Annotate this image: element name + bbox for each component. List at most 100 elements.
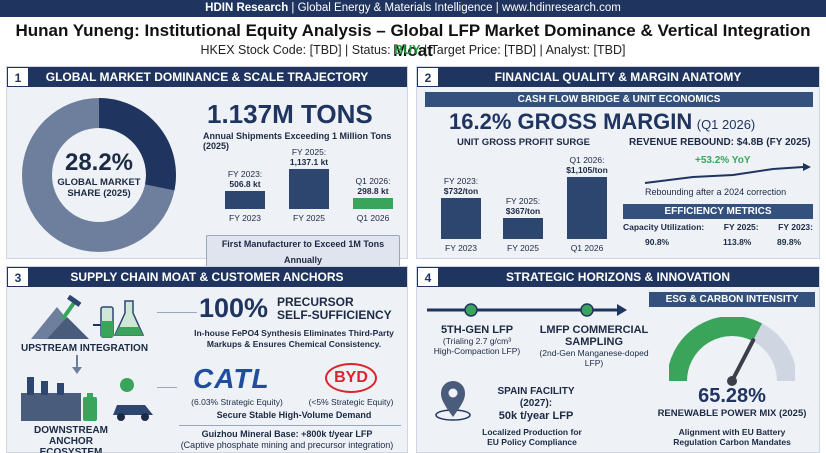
renewable-value: 65.28% [698,385,766,407]
bar-label-0: FY 2023: 506.8 kt [211,169,279,189]
donut-label-2: SHARE (2025) [67,188,131,199]
upstream-label: UPSTREAM INTEGRATION [21,343,149,354]
eu-alignment-2: Regulation Carbon Mandates [673,437,791,447]
revenue-arrow-icon [803,163,811,171]
bar-label-1: FY 2025: 1,137.1 kt [275,147,343,167]
bar-label-2: Q1 2026: $1,105/ton [553,155,621,175]
panel-financial-quality: FINANCIAL QUALITY & MARGIN ANATOMY 2 CAS… [416,66,820,259]
bar-category-2: Q1 2026 [356,213,390,223]
fepo4-description-2: Markups & Ensures Chemical Consistency. [206,338,382,349]
top-banner: HDIN Research | Global Energy & Material… [0,0,826,17]
shipments-chart: FY 2023: 506.8 kt FY 2023 FY 2025: 1,137.1 k… [203,145,403,235]
spain-facility: SPAIN FACILITY (2027): 50k t/year LFP [481,386,591,422]
panel-3-title: SUPPLY CHAIN MOAT & CUSTOMER ANCHORS [70,270,344,284]
revenue-trend-line [644,163,811,184]
spain-description: Localized Production for EU Policy Compl… [473,427,591,447]
revenue-note: Rebounding after a 2024 correction [645,187,787,197]
bar-label-line2-0: $732/ton [443,185,479,196]
stable-demand: Secure Stable High-Volume Demand [216,410,372,420]
guizhou-base: Guizhou Mineral Base: +800k t/year LFP (… [167,429,407,451]
roadmap-timeline [427,303,627,317]
bar-1 [289,169,329,209]
bar-label-line1-0: FY 2023: [443,175,479,186]
fepo4-description-1: In-house FePO4 Synthesis Eliminates Thir… [194,328,394,338]
eu-alignment: Alignment with EU Battery Regulation Car… [649,427,815,447]
connector-line-top [157,312,197,313]
guizhou-divider [179,425,401,426]
bar-label-line1-1: FY 2025: [505,196,541,207]
bar-category-2: Q1 2026 [570,243,604,253]
shipments-headline: 1.137M TONS [207,99,373,129]
revenue-yoy: +53.2% YoY [695,155,751,166]
eff-value-0: 90.8% [645,237,670,247]
page-title: Hunan Yuneng: Institutional Equity Analy… [15,21,811,60]
bar-label-line1-2: Q1 2026: [569,155,605,165]
status-badge: BUY [394,43,421,57]
self-sufficiency-value: 100% [199,293,269,323]
renewable-label: RENEWABLE POWER MIX (2025) [657,408,807,419]
unit-profit-title: UNIT GROSS PROFIT SURGE [457,137,591,148]
unit-profit-chart: FY 2023: $732/ton FY 2023 FY 2025: $367/ton F… [425,149,625,257]
panel-3-header: SUPPLY CHAIN MOAT & CUSTOMER ANCHORS [7,267,407,287]
donut-share-arc [98,98,176,191]
panel-1-number: 1 [7,67,29,87]
eu-alignment-1: Alignment with EU Battery [678,427,786,437]
eff-header-2: FY 2023: [778,222,813,232]
donut-center: 28.2% GLOBAL MARKET SHARE (2025) [47,149,151,199]
gauge-needle-icon [730,338,756,383]
milestone-5th-gen-desc-2: High-Compaction LFP) [433,346,521,356]
gross-margin-headline: 16.2% GROSS MARGIN (Q1 2026) [449,109,755,135]
self-sufficiency-label-1: PRECURSOR [277,295,354,309]
panel-4-header: STRATEGIC HORIZONS & INNOVATION [417,267,819,287]
flow-down-arrow-icon [72,355,82,374]
bar-category-0: FY 2023 [445,243,477,253]
bar-category-1: FY 2025 [507,243,539,253]
bar-label-line2-1: 1,137.1 kt [289,157,329,167]
catl-equity: (6.03% Strategic Equity) [191,397,283,407]
bar-2 [567,177,607,239]
renewable-gauge [669,317,795,386]
bar-0 [225,191,265,209]
shipments-subtitle: Annual Shipments Exceeding 1 Million Ton… [203,131,392,151]
panel-4-number: 4 [417,267,439,287]
subtitle-pre: HKEX Stock Code: [TBD] | Status: [200,43,395,57]
panel-4-title: STRATEGIC HORIZONS & INNOVATION [506,270,730,284]
gauge-fill [669,317,763,382]
cash-flow-strip: CASH FLOW BRIDGE & UNIT ECONOMICS [425,92,813,107]
self-sufficiency-label: PRECURSOR SELF-SUFFICIENCY [277,296,392,322]
eff-header-1: FY 2025: [723,222,759,232]
bar-label-line1-2: Q1 2026: [355,176,391,187]
milestone-5th-gen: 5TH-GEN LFP (Trialing 2.7 g/cm³ High-Com… [427,324,527,356]
car-icon [113,405,153,415]
top-banner-rest: | Global Energy & Materials Intelligence… [288,2,621,14]
subtitle-post: | Target Price: [TBD] | Analyst: [TBD] [420,43,626,57]
panel-strategic-horizons: STRATEGIC HORIZONS & INNOVATION 4 5TH-GE… [416,266,820,453]
bar-label-line2-2: 298.8 kt [357,186,389,197]
page-subtitle: HKEX Stock Code: [TBD] | Status: BUY | T… [0,43,826,57]
spain-description-1: Localized Production for [482,427,582,437]
milestone-5th-gen-title: 5TH-GEN LFP [440,324,514,336]
bar-category-0: FY 2023 [229,213,261,223]
panel-1-title: GLOBAL MARKET DOMINANCE & SCALE TRAJECTO… [45,70,369,84]
bar-label-line1-0: FY 2023: [227,169,263,180]
bar-label-2: Q1 2026: 298.8 kt [339,176,407,196]
lab-flask-icon [100,300,145,338]
byd-equity: (<5% Strategic Equity) [308,397,394,407]
bar-0 [441,197,481,239]
milestone-5th-gen-desc-1: (Trialing 2.7 g/cm³ [442,336,512,346]
spain-description-2: EU Policy Compliance [487,437,577,447]
market-share-donut [22,98,176,252]
byd-logo: BYD [325,363,377,393]
factory-icon [21,377,153,421]
panel-market-dominance: GLOBAL MARKET DOMINANCE & SCALE TRAJECTO… [6,66,408,269]
guizhou-base-2: (Captive phosphate mining and precursor … [180,440,394,450]
bar-category-1: FY 2025 [293,213,325,223]
gross-margin-value: 16.2% GROSS MARGIN [449,109,693,134]
bar-1 [503,218,543,239]
milestone-badge: First Manufacturer to Exceed 1M Tons Ann… [206,235,400,269]
panel-3-number: 3 [7,267,29,287]
panel-2-title: FINANCIAL QUALITY & MARGIN ANATOMY [494,70,742,84]
panel-2-number: 2 [417,67,439,87]
charging-icon [120,378,134,392]
eff-value-1: 113.8% [723,237,752,247]
